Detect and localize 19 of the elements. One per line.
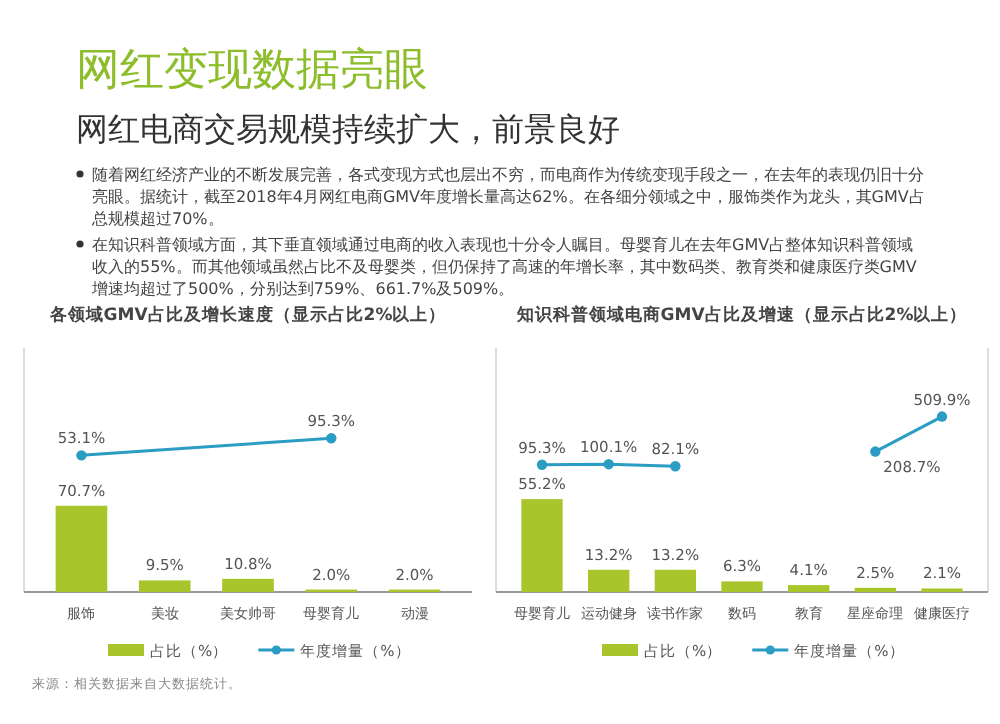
text: 网红电商交易规模持续扩大，前景良好	[76, 110, 620, 148]
bar	[588, 569, 630, 592]
bar	[222, 578, 274, 592]
point	[870, 446, 881, 457]
bar	[654, 569, 696, 592]
bar	[521, 499, 563, 592]
point	[936, 411, 948, 422]
point	[603, 458, 614, 470]
bar	[721, 581, 763, 592]
chart-title: 各领域GMV占比及增长速度（显示占比2%以上）	[47, 304, 447, 326]
bar	[788, 585, 830, 592]
chart-title: 知识科普领域电商GMV占比及增速（显示占比2%以上）	[514, 304, 968, 326]
text: 网红变现数据亮眼	[76, 46, 428, 96]
bar	[138, 580, 191, 592]
text: 在知识科普领域方面，其下垂直领域通过电商的收入表现也十分令人瞩目。母婴育儿在去年GMV占整体知识科普领域收入的55%。而其他领域虽然占比不及母婴类，但仍保持了高速的年增长率，其中数码类、教育类和健康医疗类GMV增速均超过了500%，分别达到759%、661.7%及509%。	[90, 236, 918, 298]
text: 随着网红经济产业的不断发展完善，各式变现方式也层出不穷，而电商作为传统变现手段之一，在去年的表现仍旧十分亮眼。据统计，截至2018年4月网红电商GMV年度增长量高达62%。在各细分领域之中，服饰类作为龙头，其GMV占总规模超过70%。	[90, 166, 925, 228]
bar	[55, 505, 108, 592]
point	[536, 459, 548, 470]
point	[670, 461, 681, 472]
